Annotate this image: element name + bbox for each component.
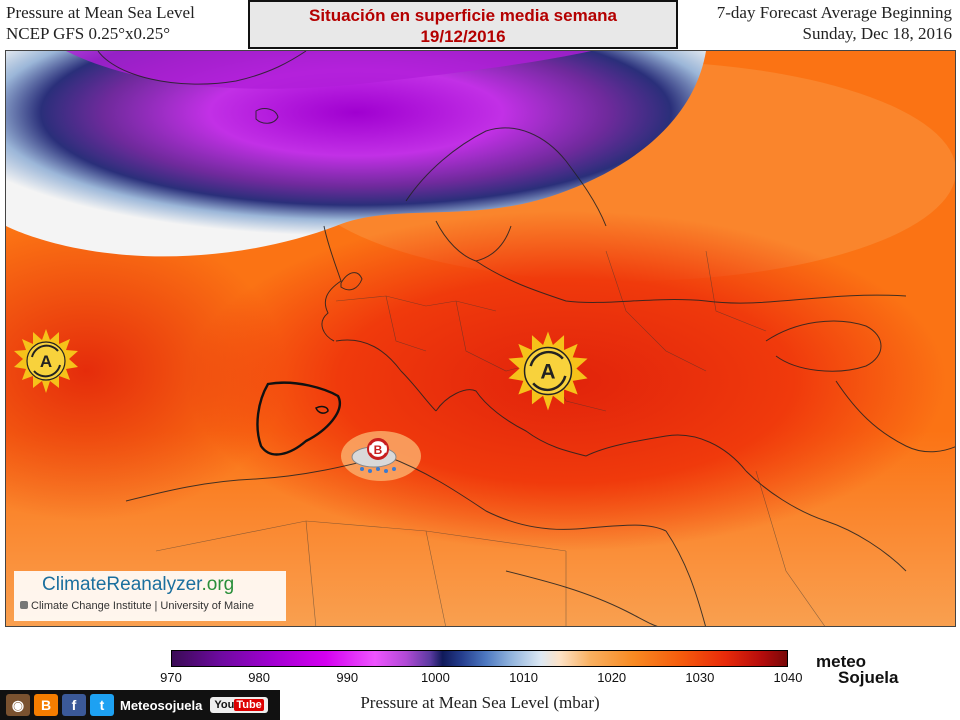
youtube-label-a: You bbox=[214, 699, 235, 711]
colorbar-tick: 1030 bbox=[685, 670, 715, 685]
colorbar-tick: 1010 bbox=[509, 670, 539, 685]
high-pressure-icon-atlantic: A bbox=[14, 329, 78, 393]
high-label-atlantic: A bbox=[40, 352, 52, 371]
meteosojuela-logo: meteo Sojuela bbox=[816, 652, 898, 688]
header-date: Sunday, Dec 18, 2016 bbox=[802, 24, 952, 43]
colorbar-tick: 1020 bbox=[597, 670, 627, 685]
header-left: Pressure at Mean Sea Level NCEP GFS 0.25… bbox=[6, 2, 195, 44]
high-label-central: A bbox=[540, 360, 555, 383]
blogger-icon[interactable]: B bbox=[34, 694, 58, 716]
banner-date: 19/12/2016 bbox=[420, 27, 506, 46]
title-banner: Situación en superficie media semana 19/… bbox=[248, 0, 678, 49]
colorbar-tick: 970 bbox=[160, 670, 182, 685]
balearic-outline bbox=[315, 405, 329, 414]
twitter-icon[interactable]: t bbox=[90, 694, 114, 716]
pressure-map: A A B ClimateReanalyzer.org Climate Chan… bbox=[5, 50, 956, 627]
credit-subtitle: Climate Change Institute | University of… bbox=[20, 600, 254, 612]
institute-logo-icon bbox=[20, 601, 28, 609]
borders bbox=[155, 250, 825, 626]
social-account-name[interactable]: Meteosojuela bbox=[120, 697, 203, 713]
atlantic-high-field bbox=[6, 221, 286, 521]
spain-outline bbox=[256, 381, 341, 456]
credit-title: ClimateReanalyzer.org bbox=[42, 574, 234, 596]
colorbar-label: Pressure at Mean Sea Level (mbar) bbox=[360, 693, 600, 712]
logo-line1: meteo bbox=[816, 652, 867, 671]
banner-title: Situación en superficie media semana bbox=[308, 6, 617, 25]
header-right: 7-day Forecast Average Beginning Sunday,… bbox=[717, 2, 952, 44]
logo-line2: Sojuela bbox=[838, 668, 899, 687]
credit-title-c: .org bbox=[201, 574, 235, 595]
credit-box: ClimateReanalyzer.org Climate Change Ins… bbox=[14, 571, 286, 621]
credit-title-a: Climate bbox=[42, 574, 107, 595]
low-label: B bbox=[374, 443, 383, 457]
coastlines bbox=[97, 51, 955, 626]
colorbar-tick: 1000 bbox=[420, 670, 450, 685]
credit-subtitle-text: Climate Change Institute | University of… bbox=[31, 600, 254, 612]
colorbar-tick: 990 bbox=[336, 670, 359, 685]
low-pressure-rain-icon: B bbox=[351, 438, 397, 473]
social-bar: ◉ B f t Meteosojuela You Tube bbox=[0, 690, 280, 720]
deep-low-core bbox=[66, 51, 591, 89]
instagram-icon[interactable]: ◉ bbox=[6, 694, 30, 716]
facebook-icon[interactable]: f bbox=[62, 694, 86, 716]
header-title: Pressure at Mean Sea Level bbox=[6, 3, 195, 22]
colorbar-tick: 1040 bbox=[773, 670, 803, 685]
credit-title-b: Reanalyzer bbox=[106, 574, 202, 595]
low-pressure-trough bbox=[6, 51, 706, 257]
colorbar bbox=[171, 650, 788, 667]
youtube-label-b: Tube bbox=[234, 699, 264, 711]
header-forecast: 7-day Forecast Average Beginning bbox=[716, 3, 952, 22]
header-model: NCEP GFS 0.25°x0.25° bbox=[6, 24, 171, 43]
pressure-field bbox=[6, 51, 955, 626]
colorbar-tick: 980 bbox=[248, 670, 270, 685]
youtube-icon[interactable]: You Tube bbox=[210, 697, 268, 713]
high-pressure-icon-central: A bbox=[508, 331, 588, 411]
